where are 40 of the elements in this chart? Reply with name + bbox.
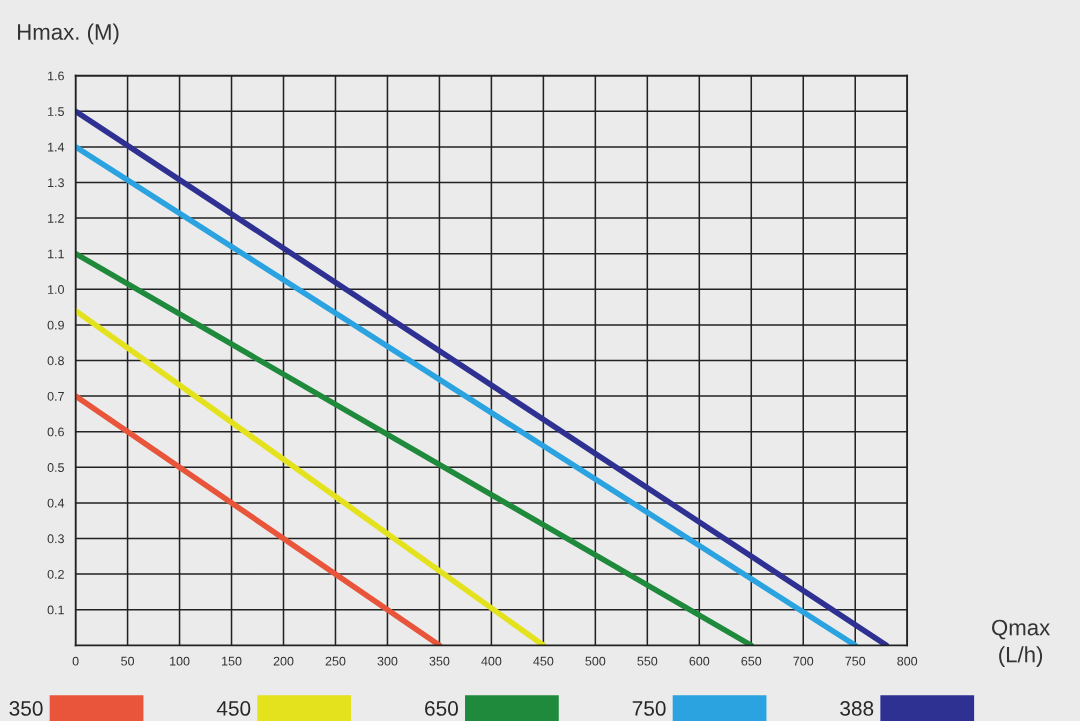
x-tick-label: 300	[377, 656, 398, 666]
x-tick-label: 700	[793, 656, 814, 666]
y-tick-label: 1.2	[48, 213, 64, 223]
y-tick-label: 0.6	[47, 427, 64, 437]
x-tick-label: 600	[689, 656, 710, 666]
y-tick-label: 0.8	[47, 356, 64, 366]
legend-label: 750	[632, 701, 666, 716]
x-tick-label: 650	[741, 656, 762, 666]
y-tick-label: 0.2	[47, 569, 64, 579]
legend-label: 388	[840, 701, 874, 716]
y-tick-label: 1.1	[48, 249, 64, 259]
x-tick-label: 200	[273, 656, 294, 666]
x-tick-label: 800	[897, 656, 918, 666]
y-tick-label: 0.9	[47, 320, 64, 330]
x-axis-title: Qmax (L/h)	[992, 619, 1050, 667]
x-tick-label: 250	[325, 656, 346, 666]
x-tick-label: 150	[222, 656, 242, 666]
legend-label: 350	[9, 701, 43, 716]
x-tick-label: 750	[845, 656, 866, 666]
y-tick-label: 1.4	[48, 142, 65, 152]
x-tick-label: 100	[170, 656, 190, 666]
x-tick-label: 50	[121, 656, 135, 666]
x-tick-label: 350	[429, 656, 450, 666]
y-tick-label: 0.4	[47, 498, 65, 508]
x-tick-label: 500	[585, 656, 606, 666]
y-tick-label: 0.5	[47, 463, 64, 472]
y-tick-label: 0.7	[47, 391, 64, 401]
x-tick-label: 550	[637, 656, 658, 666]
y-tick-label: 1.6	[48, 71, 64, 81]
y-tick-label: 0.1	[47, 605, 64, 615]
legend-label: 450	[216, 701, 251, 716]
y-tick-label: 1.3	[48, 178, 64, 188]
y-tick-label: 1.0	[48, 285, 64, 294]
y-tick-label: 1.5	[48, 107, 64, 116]
y-axis-title: Hmax. (M)	[18, 23, 119, 45]
x-tick-label: 400	[481, 656, 502, 666]
x-tick-label: 0	[72, 656, 79, 666]
legend-label: 650	[425, 701, 458, 716]
x-tick-label: 450	[533, 656, 554, 666]
y-tick-label: 0.3	[47, 534, 64, 544]
